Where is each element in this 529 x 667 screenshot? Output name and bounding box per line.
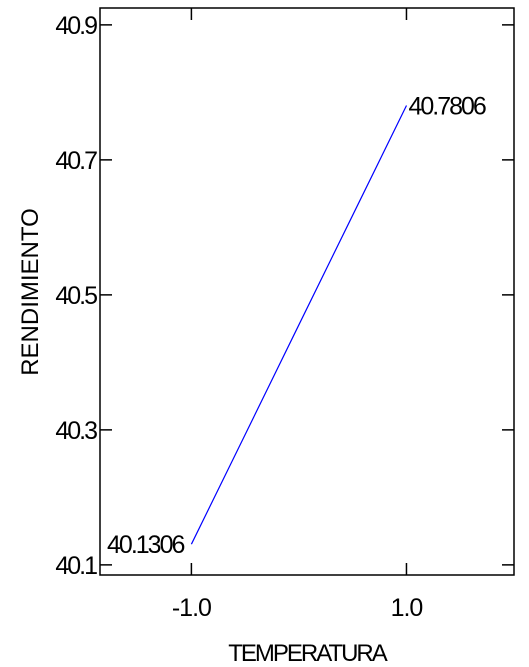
y-axis-label: RENDIMIENTO [17, 208, 44, 376]
x-tick-label: -1.0 [172, 594, 211, 622]
y-tick-label: 40.7 [55, 147, 97, 175]
series-layer [190, 105, 408, 545]
data-label: 40.1306 [107, 531, 184, 559]
x-axis-label: TEMPERATURA [228, 640, 388, 667]
y-tick-label: 40.3 [55, 417, 97, 445]
x-axis: -1.0 1.0 [172, 8, 423, 622]
data-label: 40.7806 [408, 92, 485, 120]
y-axis: 40.1 40.3 40.5 40.7 40.9 [55, 12, 514, 580]
annotation-layer: 40.1306 40.7806 [107, 92, 488, 559]
y-tick-label: 40.1 [55, 552, 97, 580]
series-line [190, 105, 408, 545]
y-tick-label: 40.9 [55, 12, 97, 40]
y-tick-label: 40.5 [55, 282, 97, 310]
plot-frame [99, 7, 515, 576]
x-tick-label: 1.0 [391, 594, 423, 622]
